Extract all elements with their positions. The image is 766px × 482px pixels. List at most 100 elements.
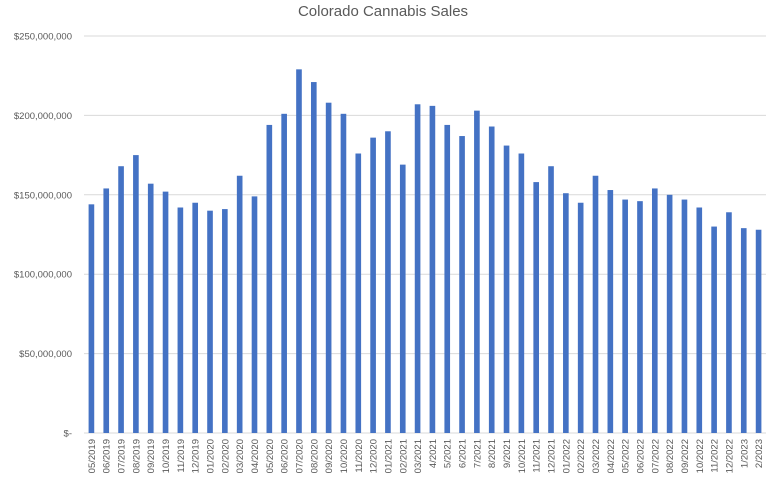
x-tick-label: 1/2023 <box>739 439 750 468</box>
x-tick-label: 10/2020 <box>339 439 350 473</box>
x-tick-label: 7/2021 <box>472 439 483 468</box>
bar-03-2020 <box>236 175 243 433</box>
x-tick-label: 01/2021 <box>383 439 394 473</box>
bar-10-2021 <box>518 153 525 433</box>
x-tick-label: 07/2020 <box>294 439 305 473</box>
x-tick-label: 10/2019 <box>161 439 172 473</box>
bar-6-2021 <box>459 136 465 433</box>
x-axis-ticks: 05/2019 06/2019 07/2019 08/2019 09/2019 10/20… <box>87 439 765 473</box>
bar-08-2020 <box>310 82 317 433</box>
bar-01-2021 <box>385 131 391 433</box>
x-tick-label: 04/2020 <box>250 439 261 473</box>
bar-09-2022 <box>681 199 688 433</box>
x-tick-label: 01/2020 <box>206 439 217 473</box>
x-tick-label: 12/2021 <box>547 439 558 473</box>
x-tick-label: 12/2019 <box>191 439 202 473</box>
x-tick-label: 05/2020 <box>265 439 276 473</box>
bar-07-2019 <box>118 166 124 433</box>
y-tick-label: $- <box>64 429 72 440</box>
y-tick-label: $100,000,000 <box>14 270 72 281</box>
bar-02-2020 <box>222 209 228 433</box>
gridlines <box>84 35 766 434</box>
x-tick-label: 6/2021 <box>458 439 469 468</box>
bar-09-2020 <box>325 102 332 434</box>
bar-8-2021 <box>488 126 495 434</box>
x-tick-label: 08/2020 <box>309 439 320 473</box>
bar-11-2022 <box>711 226 717 433</box>
bar-4-2021 <box>429 105 436 433</box>
bar-05-2020 <box>266 124 273 433</box>
x-tick-label: 12/2020 <box>369 439 380 473</box>
y-tick-label: $150,000,000 <box>14 190 72 201</box>
x-tick-label: 09/2022 <box>680 439 691 473</box>
x-tick-label: 06/2020 <box>280 439 291 473</box>
x-tick-label: 11/2021 <box>532 439 543 473</box>
x-tick-label: 08/2022 <box>665 439 676 473</box>
x-tick-label: 11/2020 <box>354 439 365 473</box>
x-tick-label: 03/2022 <box>591 439 602 473</box>
x-tick-label: 05/2019 <box>87 439 98 473</box>
bar-07-2020 <box>296 69 302 434</box>
bar-06-2019 <box>103 188 110 433</box>
x-tick-label: 02/2020 <box>220 439 231 473</box>
x-tick-label: 09/2020 <box>324 439 335 473</box>
x-tick-label: 02/2021 <box>398 439 409 473</box>
x-tick-label: 08/2019 <box>131 439 142 473</box>
chart-title: Colorado Cannabis Sales <box>298 3 468 20</box>
bar-08-2022 <box>666 194 673 433</box>
bar-03-2021 <box>414 104 421 433</box>
bar-12-2020 <box>370 137 376 433</box>
x-tick-label: 10/2022 <box>695 439 706 473</box>
bar-1-2023 <box>740 228 747 433</box>
bar-06-2022 <box>637 201 643 433</box>
bar-12-2019 <box>192 202 199 433</box>
bar-02-2021 <box>399 164 406 434</box>
y-axis-ticks: $- $50,000,000 $100,000,000 $150,000,000 $20… <box>14 32 72 440</box>
bar-11-2021 <box>533 182 540 433</box>
x-tick-label: 02/2022 <box>576 439 587 473</box>
y-tick-label: $50,000,000 <box>19 349 72 360</box>
bars <box>88 69 762 434</box>
bar-01-2022 <box>563 193 569 433</box>
bar-05-2019 <box>88 204 95 433</box>
x-tick-label: 04/2022 <box>606 439 617 473</box>
x-tick-label: 5/2021 <box>443 439 454 468</box>
bar-01-2020 <box>207 210 213 433</box>
bar-02-2022 <box>577 202 584 433</box>
y-tick-label: $250,000,000 <box>14 32 72 43</box>
bar-06-2020 <box>281 113 287 433</box>
x-tick-label: 11/2022 <box>710 439 721 473</box>
bar-2-2023 <box>755 229 762 433</box>
x-tick-label: 03/2021 <box>413 439 424 473</box>
y-tick-label: $200,000,000 <box>14 111 72 122</box>
bar-10-2019 <box>162 191 169 433</box>
x-tick-label: 9/2021 <box>502 439 513 468</box>
x-tick-label: 06/2019 <box>102 439 113 473</box>
bar-12-2021 <box>548 166 554 433</box>
bar-04-2022 <box>607 190 614 433</box>
bar-09-2019 <box>147 183 154 433</box>
x-tick-label: 8/2021 <box>487 439 498 468</box>
x-tick-label: 06/2022 <box>635 439 646 473</box>
bar-08-2019 <box>133 155 139 433</box>
x-tick-label: 07/2019 <box>117 439 128 473</box>
bar-9-2021 <box>503 145 510 433</box>
x-tick-label: 2/2023 <box>754 439 765 468</box>
x-tick-label: 4/2021 <box>428 439 439 468</box>
bar-5-2021 <box>444 124 451 433</box>
bar-11-2019 <box>177 207 184 433</box>
x-tick-label: 09/2019 <box>146 439 157 473</box>
bar-04-2020 <box>251 196 258 433</box>
bar-11-2020 <box>355 153 362 433</box>
x-tick-label: 07/2022 <box>650 439 661 473</box>
x-tick-label: 11/2019 <box>176 439 187 473</box>
x-tick-label: 10/2021 <box>517 439 528 473</box>
x-tick-label: 12/2022 <box>724 439 735 473</box>
bar-12-2022 <box>726 212 732 433</box>
bar-10-2020 <box>340 113 347 433</box>
bar-07-2022 <box>651 188 658 433</box>
bar-05-2022 <box>622 199 628 433</box>
x-tick-label: 03/2020 <box>235 439 246 473</box>
x-tick-label: 05/2022 <box>621 439 632 473</box>
